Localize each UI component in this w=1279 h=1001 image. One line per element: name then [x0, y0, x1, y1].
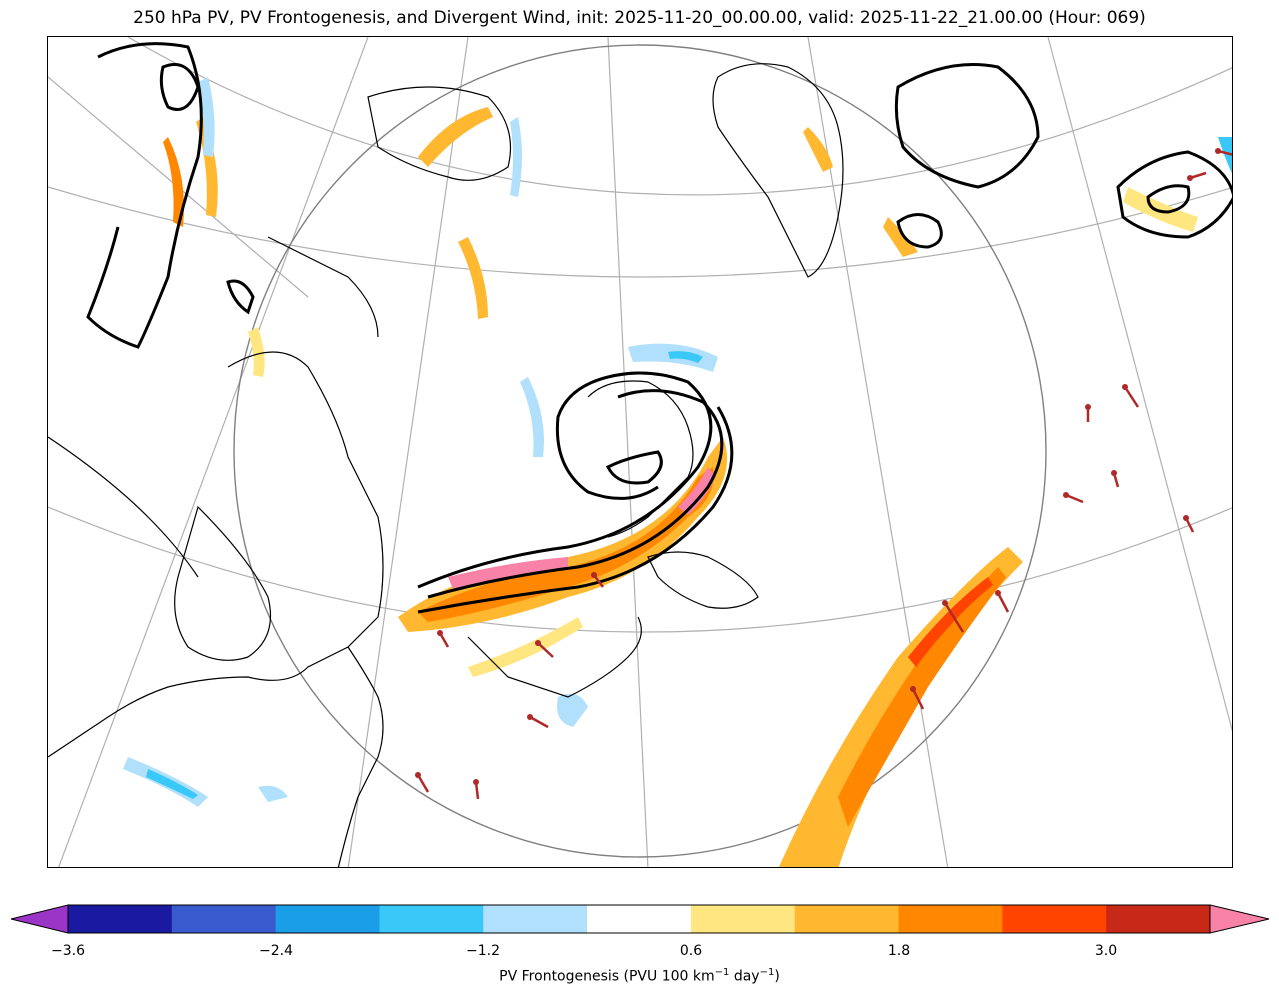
colorbar-cell [68, 905, 173, 933]
wind-vector [996, 592, 1010, 613]
colorbar-min-extension [10, 904, 69, 934]
colorbar-tick: 3.0 [1094, 943, 1118, 959]
colorbar-frame [67, 904, 1211, 934]
colorbar-cell [379, 905, 484, 933]
coastlines [48, 63, 844, 867]
pv-contours [86, 42, 1232, 614]
colorbar-cell [171, 905, 277, 933]
colorbar-tick: −3.6 [51, 943, 85, 959]
wind-vector [416, 774, 430, 793]
wind-vector-heads [415, 148, 1221, 785]
colorbar [10, 904, 1270, 934]
map-title: 250 hPa PV, PV Frontogenesis, and Diverg… [133, 8, 1146, 28]
colorbar-cell [898, 905, 1003, 933]
wind-vector [529, 715, 549, 729]
negative-shading [123, 77, 1232, 807]
colorbar-label: PV Frontogenesis (PVU 100 km−1 day−1) [499, 967, 780, 985]
colorbar-cell [587, 905, 692, 933]
colorbar-tick: −1.2 [466, 943, 500, 959]
colorbar-tick: 1.8 [887, 943, 911, 959]
colorbar-tick: 0.6 [679, 943, 703, 959]
wind-vector [1123, 386, 1140, 408]
colorbar-cell [1002, 905, 1107, 933]
colorbar-max-extension [1209, 904, 1270, 934]
colorbar-cell [483, 905, 588, 933]
colorbar-cell [275, 905, 380, 933]
colorbar-cell [690, 905, 796, 933]
colorbar-cell [1106, 905, 1211, 933]
divergent-wind-vectors [416, 149, 1232, 800]
wind-vector [911, 688, 925, 710]
map-panel[interactable] [47, 36, 1233, 868]
colorbar-tick: −2.4 [259, 943, 293, 959]
wind-vector [943, 602, 965, 633]
colorbar-cell [794, 905, 900, 933]
projection-circle [233, 44, 1047, 858]
graticule [48, 37, 1232, 867]
wind-vector [537, 642, 554, 658]
wind-vector [1065, 493, 1084, 504]
map-canvas [48, 37, 1232, 867]
